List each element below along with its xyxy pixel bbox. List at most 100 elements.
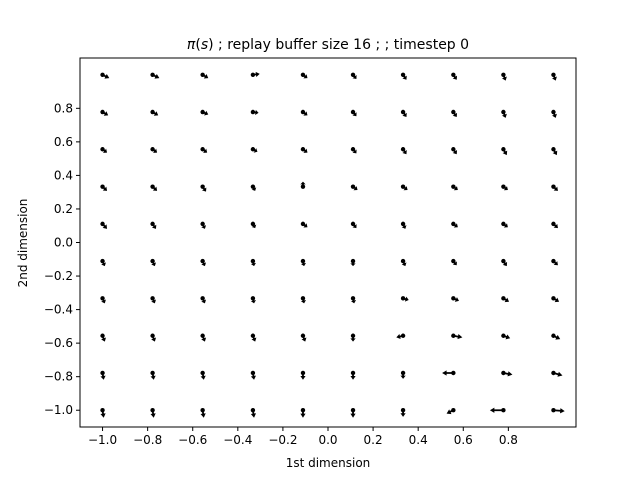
arrow-shaft bbox=[552, 148, 556, 153]
policy-arrow bbox=[451, 72, 458, 80]
policy-arrow bbox=[300, 408, 306, 418]
policy-arrow bbox=[501, 333, 511, 340]
arrow-shaft bbox=[302, 297, 305, 302]
arrow-head bbox=[200, 413, 206, 418]
y-tick-label: −0.8 bbox=[44, 370, 73, 384]
policy-arrow bbox=[250, 296, 256, 304]
arrow-head bbox=[554, 297, 560, 303]
policy-arrow bbox=[551, 72, 557, 81]
policy-arrow bbox=[100, 147, 108, 153]
arrow-head bbox=[503, 223, 508, 228]
policy-arrow bbox=[200, 72, 209, 79]
policy-arrow bbox=[250, 333, 257, 342]
policy-arrow bbox=[200, 109, 209, 116]
arrow-shaft bbox=[252, 334, 255, 340]
arrow-shaft bbox=[252, 148, 256, 152]
policy-arrow bbox=[200, 221, 207, 229]
arrow-head bbox=[203, 74, 209, 79]
arrow-head bbox=[303, 74, 308, 79]
arrow-shaft bbox=[552, 334, 558, 339]
policy-arrow bbox=[300, 109, 308, 116]
policy-arrow bbox=[150, 221, 157, 229]
x-axis-title: 1st dimension bbox=[286, 456, 371, 470]
policy-arrow bbox=[200, 370, 206, 380]
arrow-head bbox=[202, 187, 207, 192]
policy-arrow bbox=[100, 408, 106, 418]
arrow-head bbox=[402, 75, 407, 80]
arrow-shaft bbox=[452, 111, 456, 116]
arrow-head bbox=[100, 413, 106, 418]
arrow-shaft bbox=[452, 260, 456, 264]
arrow-head bbox=[402, 112, 407, 118]
arrow-shaft bbox=[402, 297, 407, 301]
policy-arrow bbox=[150, 370, 156, 380]
y-tick-label: −0.4 bbox=[44, 303, 73, 317]
x-tick-label: 0.8 bbox=[499, 433, 518, 447]
arrow-shaft bbox=[101, 185, 106, 190]
policy-arrow bbox=[300, 370, 306, 380]
policy-arrow bbox=[250, 184, 257, 191]
arrow-head bbox=[353, 186, 358, 191]
arrow-head bbox=[501, 113, 507, 118]
x-tick-label: −0.2 bbox=[268, 433, 297, 447]
policy-arrow bbox=[501, 296, 510, 303]
y-tick-label: −0.2 bbox=[44, 269, 73, 283]
arrow-shaft bbox=[151, 372, 155, 377]
arrow-head bbox=[103, 148, 108, 153]
arrow-head bbox=[352, 75, 357, 79]
policy-arrow bbox=[200, 147, 208, 153]
arrow-shaft bbox=[352, 222, 356, 227]
arrow-head bbox=[102, 224, 108, 229]
arrow-head bbox=[350, 263, 356, 267]
arrow-shaft bbox=[502, 297, 507, 301]
x-tick-label: 0.6 bbox=[454, 433, 473, 447]
arrow-head bbox=[452, 150, 458, 155]
x-tick-label: −0.4 bbox=[223, 433, 252, 447]
arrow-shaft bbox=[552, 185, 557, 190]
arrow-head bbox=[203, 148, 208, 153]
arrow-head bbox=[453, 223, 458, 228]
policy-arrow bbox=[551, 296, 560, 303]
arrow-shaft bbox=[552, 222, 557, 227]
arrow-shaft bbox=[502, 222, 507, 227]
arrow-head bbox=[104, 73, 110, 79]
policy-arrow bbox=[400, 408, 406, 417]
arrow-head bbox=[201, 299, 207, 304]
policy-arrow bbox=[551, 370, 563, 377]
policy-arrow bbox=[250, 109, 259, 115]
arrow-shaft bbox=[352, 297, 355, 302]
arrow-shaft bbox=[402, 222, 405, 228]
policy-arrow bbox=[501, 147, 508, 156]
arrow-head bbox=[153, 111, 159, 116]
policy-arrow bbox=[350, 109, 357, 117]
arrow-shaft bbox=[201, 148, 206, 152]
arrow-head bbox=[151, 299, 156, 304]
policy-arrow bbox=[446, 408, 456, 415]
arrow-shaft bbox=[101, 372, 104, 377]
arrow-shaft bbox=[552, 260, 557, 264]
title-paren-open: ( bbox=[195, 37, 200, 53]
policy-arrow bbox=[551, 184, 558, 191]
policy-arrow bbox=[150, 296, 156, 304]
policy-arrow bbox=[551, 333, 561, 340]
arrow-head bbox=[442, 370, 447, 376]
policy-arrow bbox=[250, 221, 257, 229]
arrow-shaft bbox=[402, 111, 406, 116]
policy-arrow bbox=[400, 184, 408, 191]
arrow-head bbox=[502, 150, 508, 156]
arrow-shaft bbox=[452, 73, 456, 78]
arrow-shaft bbox=[402, 185, 407, 190]
policy-arrow bbox=[451, 296, 459, 302]
arrow-head bbox=[101, 337, 106, 342]
policy-arrow bbox=[100, 258, 106, 267]
policy-arrow bbox=[200, 184, 207, 192]
y-tick-label: 0.6 bbox=[54, 135, 73, 149]
arrow-head bbox=[403, 186, 408, 191]
arrow-shaft bbox=[552, 111, 556, 116]
arrow-shaft bbox=[452, 148, 456, 153]
arrow-head bbox=[303, 223, 308, 228]
policy-arrow bbox=[501, 370, 513, 377]
policy-arrow bbox=[150, 147, 158, 153]
arrow-shaft bbox=[101, 148, 106, 152]
arrow-head bbox=[251, 224, 257, 229]
